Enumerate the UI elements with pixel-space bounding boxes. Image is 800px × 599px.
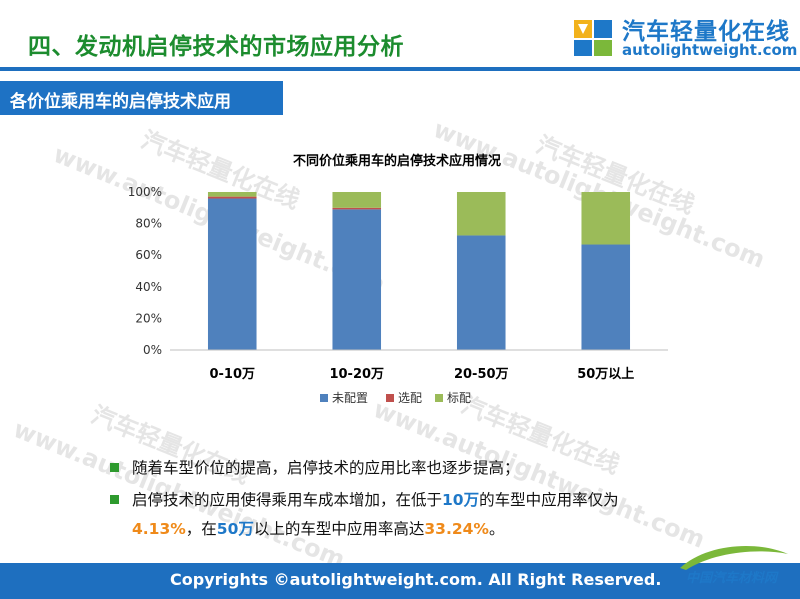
- legend-swatch: [435, 394, 443, 402]
- bullet-text: 启停技术的应用使得乘用车成本增加，在低于: [132, 491, 443, 509]
- chart-title: 不同价位乘用车的启停技术应用情况: [293, 153, 501, 169]
- bar-segment: [332, 192, 382, 208]
- bars-group: [207, 192, 631, 350]
- legend-swatch: [386, 394, 394, 402]
- bar-segment: [207, 196, 257, 199]
- title-divider: [0, 67, 800, 71]
- bar-segment: [581, 192, 631, 245]
- highlight-value: 10万: [442, 491, 480, 509]
- y-tick-label: 40%: [135, 280, 162, 294]
- highlight-value: 33.24%: [424, 520, 489, 538]
- y-tick-label: 80%: [135, 217, 162, 231]
- bar-segment: [456, 235, 506, 350]
- bar-segment: [456, 192, 506, 236]
- bullet-item: 启停技术的应用使得乘用车成本增加，在低于10万的车型中应用率仅为: [110, 487, 770, 513]
- bar-segment: [207, 192, 257, 197]
- chart-legend: 未配置 选配 标配: [320, 391, 471, 405]
- logo-text-en: autolightweight.com: [622, 41, 798, 59]
- bullet-square-icon: [110, 463, 119, 472]
- x-tick-label: 50万以上: [577, 367, 634, 382]
- legend-swatch: [320, 394, 328, 402]
- bullet-list: 随着车型价位的提高，启停技术的应用比率也逐步提高； 启停技术的应用使得乘用车成本…: [110, 455, 770, 545]
- y-tick-label: 60%: [135, 248, 162, 262]
- footer-bar: Copyrights ©autolightweight.com. All Rig…: [0, 563, 800, 599]
- bullet-square-icon: [110, 495, 119, 504]
- bullet-text: 的车型中应用率仅为: [479, 491, 619, 509]
- bullet-text: 随着车型价位的提高，启停技术的应用比率也逐步提高；: [132, 459, 520, 477]
- bar-segment: [332, 209, 382, 350]
- y-tick-label: 0%: [143, 343, 162, 357]
- bar-segment: [332, 207, 382, 210]
- page-title: 四、发动机启停技术的市场应用分析: [28, 34, 404, 60]
- highlight-value: 50万: [216, 520, 254, 538]
- highlight-value: 4.13%: [132, 520, 186, 538]
- x-tick-label: 20-50万: [454, 367, 509, 382]
- x-axis: 0-10万 10-20万 20-50万 50万以上: [209, 367, 634, 382]
- legend-label: 标配: [447, 391, 471, 405]
- y-tick-label: 100%: [128, 185, 162, 199]
- section-header: 各价位乘用车的启停技术应用: [0, 81, 283, 115]
- footer-logo-text: 中国汽车材料网: [686, 571, 778, 586]
- bullet-continuation: 4.13%，在50万以上的车型中应用率高达33.24%。: [110, 513, 770, 545]
- footer-logo: 中国汽车材料网: [666, 540, 796, 594]
- y-axis: 0% 20% 40% 60% 80% 100%: [128, 185, 162, 357]
- x-tick-label: 0-10万: [209, 367, 255, 382]
- stacked-bar-chart: 不同价位乘用车的启停技术应用情况 0% 20% 40% 60% 80% 100% 0-10…: [128, 153, 668, 405]
- bar-segment: [207, 198, 257, 350]
- swoosh-icon: [680, 545, 788, 570]
- bullet-item: 随着车型价位的提高，启停技术的应用比率也逐步提高；: [110, 455, 770, 481]
- bullet-text: 。: [488, 520, 505, 538]
- brand-logo: 汽车轻量化在线 autolightweight.com: [572, 10, 797, 62]
- legend-label: 选配: [398, 391, 422, 405]
- bar-segment: [581, 244, 631, 350]
- copyright-text: Copyrights ©autolightweight.com. All Rig…: [170, 570, 662, 589]
- section-label: 各价位乘用车的启停技术应用: [10, 92, 231, 112]
- logo-text-cn: 汽车轻量化在线: [622, 19, 790, 45]
- legend-label: 未配置: [332, 391, 368, 405]
- bullet-text: ，在: [185, 520, 217, 538]
- y-tick-label: 20%: [135, 311, 162, 325]
- logo-mark-icon: [574, 20, 612, 56]
- bullet-text: 以上的车型中应用率高达: [253, 520, 425, 538]
- x-tick-label: 10-20万: [329, 367, 384, 382]
